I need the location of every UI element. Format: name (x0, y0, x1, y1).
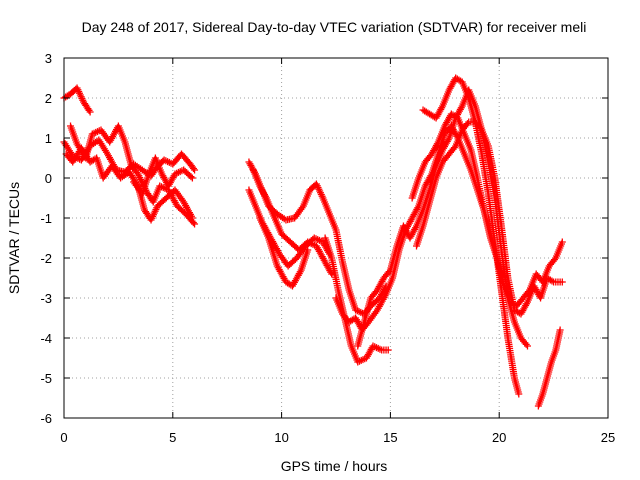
data-markers (60, 74, 566, 410)
series-arc-i (256, 214, 312, 290)
data-point (188, 174, 196, 182)
series-arc-p (534, 326, 564, 410)
x-axis-label: GPS time / hours (281, 458, 388, 474)
data-point (189, 219, 197, 227)
y-tick-label: -6 (40, 411, 52, 426)
data-point (86, 108, 94, 116)
series-arc-o (408, 110, 501, 262)
data-point (463, 120, 471, 128)
x-tick-labels: 0 5 10 15 20 25 (60, 430, 615, 445)
y-tick-labels: -6 -5 -4 -3 -2 -1 0 1 2 3 (40, 51, 52, 426)
x-tick-label: 10 (274, 430, 288, 445)
x-tick-label: 25 (601, 430, 615, 445)
series-arc-e (130, 154, 196, 198)
y-tick-label: -5 (40, 371, 52, 386)
chart-title: Day 248 of 2017, Sidereal Day-to-day VTE… (82, 19, 587, 35)
plot-frame (63, 57, 609, 419)
data-point (85, 106, 93, 114)
x-tick-label: 5 (169, 430, 176, 445)
x-tick-label: 0 (60, 430, 67, 445)
y-axis-label: SDTVAR / TECUs (6, 182, 22, 294)
data-point (558, 278, 566, 286)
data-point (384, 346, 392, 354)
y-tick-label: 0 (45, 171, 52, 186)
data-point (189, 165, 197, 172)
y-tick-label: 3 (45, 51, 52, 66)
y-tick-label: -1 (40, 211, 52, 226)
data-point (191, 166, 199, 174)
series-arc-d (62, 144, 196, 224)
data-point (548, 277, 556, 285)
y-tick-label: 1 (45, 131, 52, 146)
axis-ticks (63, 57, 609, 419)
data-point (515, 390, 523, 398)
data-point (187, 173, 195, 181)
data-point (523, 342, 531, 350)
y-tick-label: 2 (45, 91, 52, 106)
x-tick-label: 15 (383, 430, 397, 445)
y-tick-label: -4 (40, 331, 52, 346)
data-point (188, 214, 196, 222)
data-point (493, 254, 501, 262)
data-point (556, 326, 564, 334)
data-point (550, 256, 558, 264)
series-arc-n (419, 74, 523, 398)
y-tick-label: -3 (40, 291, 52, 306)
data-point (558, 238, 566, 246)
data-point (385, 268, 393, 276)
y-tick-label: -2 (40, 251, 52, 266)
data-point (522, 340, 530, 348)
data-point (304, 246, 312, 254)
x-tick-label: 20 (492, 430, 506, 445)
data-point (450, 144, 458, 152)
data-point (191, 220, 199, 228)
